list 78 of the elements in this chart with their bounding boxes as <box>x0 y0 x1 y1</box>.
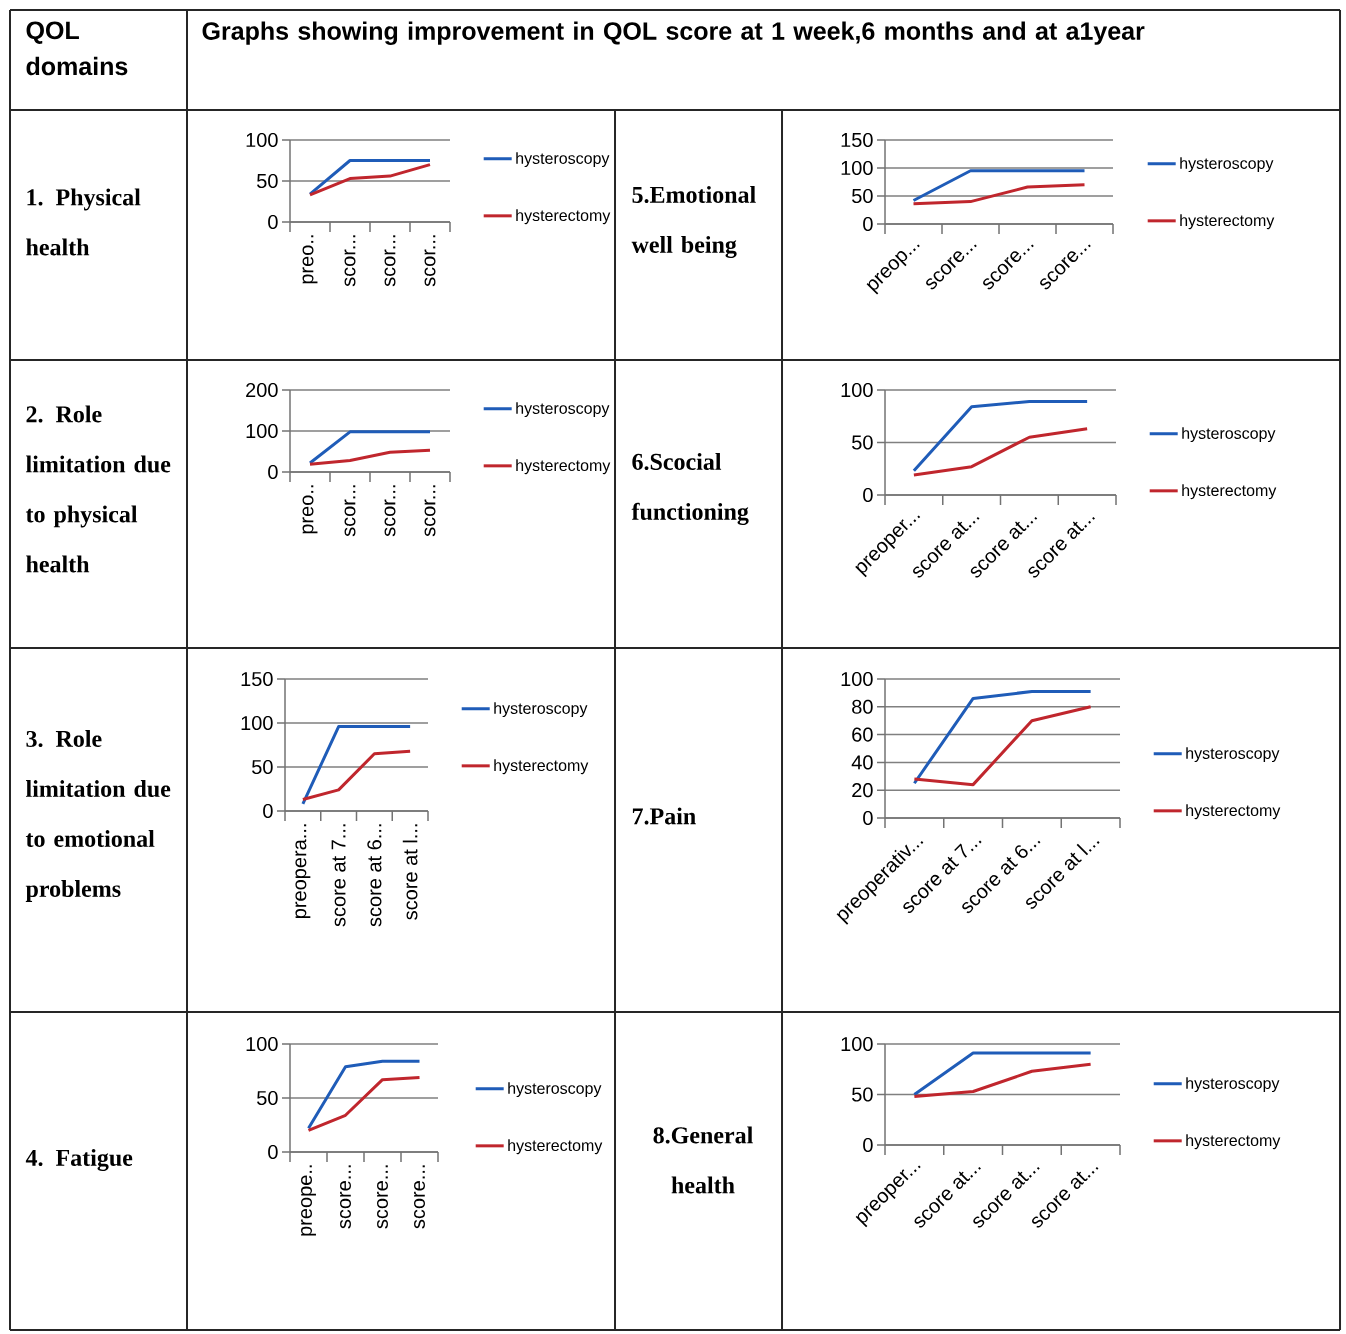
legend-label: hysteroscopy <box>1180 157 1274 173</box>
y-tick-label: 50 <box>852 1087 873 1102</box>
text: 7.Pain <box>632 807 696 825</box>
x-tick-label: scor... <box>344 485 356 537</box>
x-tick-label: preo.. <box>302 485 318 534</box>
chart-title: 6.Scocial functioning <box>631 453 749 525</box>
x-tick-label: preope.. <box>301 1165 316 1236</box>
y-tick-label: 0 <box>863 810 873 826</box>
x-tick-label: scor... <box>384 235 396 287</box>
y-tick-label: 40 <box>851 755 873 770</box>
text: 1. Physical health <box>26 188 141 256</box>
y-tick-label: 0 <box>863 1137 873 1153</box>
x-tick-label: score at l... <box>402 824 418 920</box>
x-tick-label: score... <box>414 1165 425 1229</box>
y-tick-label: 100 <box>246 423 278 439</box>
legend-label: hysterectomy <box>494 759 589 775</box>
x-tick-label: preopera... <box>295 824 311 918</box>
chart-title: 3. Role limitation due to emotional problems <box>25 730 171 902</box>
x-tick-label: preo.. <box>302 235 318 284</box>
y-tick-label: 60 <box>852 727 873 742</box>
y-tick-label: 80 <box>852 699 873 714</box>
line-series <box>912 705 1093 787</box>
y-tick-label: 50 <box>257 173 278 189</box>
y-tick-label: 100 <box>841 382 873 398</box>
legend-label: hysteroscopy <box>1182 427 1276 443</box>
y-tick-label: 0 <box>268 214 278 230</box>
y-tick-label: 200 <box>246 382 278 398</box>
y-tick-label: 100 <box>246 132 278 148</box>
legend-label: hysteroscopy <box>1186 747 1280 763</box>
x-tick-label: scor... <box>424 235 436 287</box>
chart-title: 5.Emotional well being <box>631 186 756 258</box>
y-tick-label: 50 <box>852 435 873 450</box>
text: QOL domains <box>26 21 128 76</box>
legend-label: hysterectomy <box>508 1139 603 1155</box>
y-tick-label: 150 <box>841 132 873 148</box>
line-series <box>912 183 1087 206</box>
legend-label: hysteroscopy <box>494 702 588 718</box>
line-series <box>912 427 1089 477</box>
line-series <box>307 1075 421 1132</box>
chart-title: 8.General health <box>653 1126 753 1194</box>
line-series <box>308 448 432 466</box>
y-tick-label: 100 <box>841 160 873 176</box>
y-tick-label: 0 <box>268 464 278 480</box>
legend-label: hysteroscopy <box>516 402 610 418</box>
x-tick-label: score... <box>377 1165 388 1229</box>
x-tick-label: score at 7... <box>331 824 346 927</box>
y-tick-label: 100 <box>246 1036 278 1052</box>
text: Graphs showing improvement in QOL score at 1 week,6 months and at a1year <box>202 21 1145 45</box>
legend-label: hysterectomy <box>1186 804 1281 820</box>
x-tick-label: scor... <box>344 235 356 287</box>
legend-label: hysterectomy <box>516 459 611 475</box>
y-tick-label: 0 <box>263 803 273 819</box>
x-tick-label: scor... <box>424 485 436 537</box>
line-series <box>912 1062 1093 1099</box>
x-tick-label: score at 6... <box>367 824 382 927</box>
y-tick-label: 50 <box>852 188 873 204</box>
y-tick-label: 100 <box>241 715 273 731</box>
y-tick-label: 50 <box>252 759 273 775</box>
legend-label: hysterectomy <box>1182 484 1277 500</box>
text: 4. Fatigue <box>25 1149 133 1171</box>
x-tick-label: scor... <box>384 485 396 537</box>
legend-label: hysteroscopy <box>516 152 610 168</box>
y-tick-label: 100 <box>841 671 873 687</box>
line-series <box>301 749 412 802</box>
legend-label: hysterectomy <box>1186 1134 1281 1150</box>
y-tick-label: 0 <box>863 487 873 503</box>
y-tick-label: 0 <box>863 216 873 232</box>
y-tick-label: 0 <box>268 1144 278 1160</box>
x-tick-label: score... <box>340 1165 351 1229</box>
y-tick-label: 50 <box>257 1090 278 1106</box>
legend-label: hysterectomy <box>516 209 611 225</box>
y-tick-label: 20 <box>852 783 873 798</box>
legend-label: hysterectomy <box>1180 214 1275 230</box>
y-tick-label: 100 <box>841 1036 873 1052</box>
legend-label: hysteroscopy <box>1186 1077 1280 1093</box>
legend-label: hysteroscopy <box>508 1082 602 1098</box>
chart-title: 2. Role limitation due to physical health <box>25 405 171 573</box>
y-tick-label: 150 <box>241 671 273 687</box>
